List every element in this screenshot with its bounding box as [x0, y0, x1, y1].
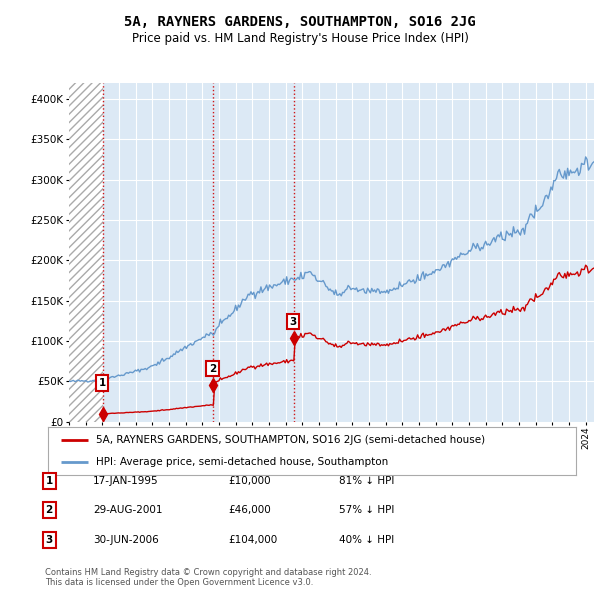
- Text: 17-JAN-1995: 17-JAN-1995: [93, 476, 158, 486]
- Text: 57% ↓ HPI: 57% ↓ HPI: [339, 506, 394, 515]
- Text: 40% ↓ HPI: 40% ↓ HPI: [339, 535, 394, 545]
- Text: 2: 2: [209, 363, 216, 373]
- Text: 1: 1: [98, 378, 106, 388]
- Text: 2: 2: [46, 506, 53, 515]
- Text: 81% ↓ HPI: 81% ↓ HPI: [339, 476, 394, 486]
- Text: 5A, RAYNERS GARDENS, SOUTHAMPTON, SO16 2JG (semi-detached house): 5A, RAYNERS GARDENS, SOUTHAMPTON, SO16 2…: [95, 435, 485, 445]
- Text: 30-JUN-2006: 30-JUN-2006: [93, 535, 159, 545]
- Text: Price paid vs. HM Land Registry's House Price Index (HPI): Price paid vs. HM Land Registry's House …: [131, 32, 469, 45]
- Text: 3: 3: [289, 317, 296, 327]
- Text: £104,000: £104,000: [228, 535, 277, 545]
- Text: £10,000: £10,000: [228, 476, 271, 486]
- Text: 1: 1: [46, 476, 53, 486]
- Text: £46,000: £46,000: [228, 506, 271, 515]
- Text: 3: 3: [46, 535, 53, 545]
- Text: HPI: Average price, semi-detached house, Southampton: HPI: Average price, semi-detached house,…: [95, 457, 388, 467]
- Text: Contains HM Land Registry data © Crown copyright and database right 2024.
This d: Contains HM Land Registry data © Crown c…: [45, 568, 371, 587]
- Text: 29-AUG-2001: 29-AUG-2001: [93, 506, 163, 515]
- Text: 5A, RAYNERS GARDENS, SOUTHAMPTON, SO16 2JG: 5A, RAYNERS GARDENS, SOUTHAMPTON, SO16 2…: [124, 15, 476, 29]
